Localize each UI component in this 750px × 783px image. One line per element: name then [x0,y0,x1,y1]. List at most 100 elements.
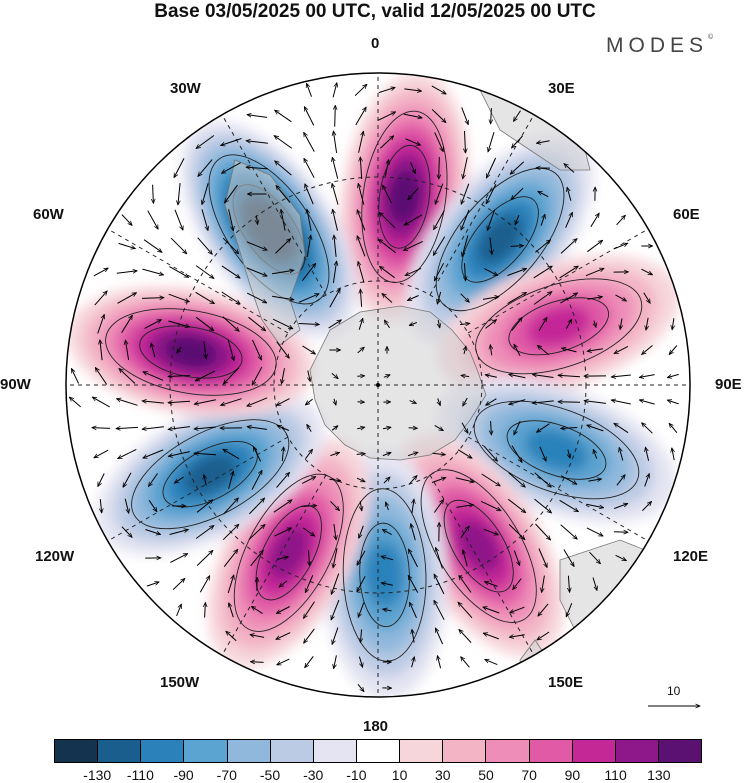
wind-vector [121,526,132,538]
wind-vector [356,454,366,455]
wind-vector [168,426,190,430]
wind-vector [383,477,390,484]
wind-vector [274,527,292,537]
wind-vector [360,157,361,180]
wind-vector [379,136,393,149]
wind-vector [168,320,189,327]
wind-vector [356,477,365,483]
wind-vector [358,131,364,153]
wind-vector [533,292,552,305]
lon-label-180: 180 [363,718,389,735]
lon-label-150e: 150E [548,674,584,691]
wind-vector [485,375,497,378]
wind-vector [409,401,417,404]
wind-vector [384,160,388,177]
wind-vector [537,345,550,356]
wind-vector [333,209,338,231]
wind-vector [558,375,581,377]
wind-vector [143,449,164,458]
wind-vector [298,324,320,325]
wind-vector [644,474,650,487]
wind-vector [360,629,361,642]
wind-vector [461,657,470,668]
wind-vector [169,266,188,278]
colorbar-tick-label: 50 [478,767,494,783]
wind-vector [565,212,573,228]
wind-vector [409,323,417,326]
wind-vector [587,425,604,432]
wind-vector [434,628,444,645]
anomaly-lobe [438,255,680,398]
wind-vector [672,318,674,330]
wind-vector [331,426,338,431]
wind-vector [227,339,234,360]
wind-vector [614,504,628,509]
wind-vector [437,291,442,304]
wind-vector [560,524,578,539]
wind-vector [170,237,187,254]
wind-vector [223,449,240,460]
map-border [65,72,691,698]
wind-vector [199,576,209,593]
wind-vector [246,167,269,169]
wind-vector [168,376,191,377]
wind-vector [412,499,414,513]
wind-vector [590,213,599,228]
wind-vector [276,606,290,614]
wind-vector [357,210,366,231]
brand-logo: MODES© [606,34,713,58]
graticule [66,73,690,697]
wind-vector [97,473,105,487]
colorbar-segment [140,740,184,762]
wind-vector [334,524,336,540]
wind-vector [645,447,650,461]
colorbar-tick-label: -50 [259,767,281,783]
wind-vector [174,476,184,483]
wind-vector [304,601,315,619]
wind-vector [334,235,336,257]
wind-vector [246,241,267,250]
wind-vector [177,346,182,353]
wind-vector [227,575,234,594]
wind-vector [463,397,468,406]
wind-vector [222,316,239,332]
wind-vector [508,524,525,539]
wind-vector [117,399,138,406]
wind-vector [412,629,414,643]
wind-vector [510,161,525,174]
wind-vector [276,341,290,359]
wind-vector [173,158,185,177]
wind-vector [585,268,604,277]
wind-vector [378,87,395,94]
wind-vector [97,315,105,334]
wind-vector [151,343,156,358]
wind-vector [144,319,162,329]
wind-vector [614,345,629,355]
wind-vector [358,602,365,618]
wind-vector [438,319,440,328]
wind-vector [672,448,674,461]
wind-vector [309,550,310,565]
wind-vector [611,375,631,377]
wind-vector [667,400,679,405]
wind-vector [169,530,189,535]
wind-vector [221,162,241,174]
wind-vector [358,183,365,205]
wind-vector [584,401,606,404]
wind-vector [194,427,217,429]
wind-vector [141,298,164,299]
wind-vector [222,524,239,541]
wind-vector [146,582,159,587]
wind-vector [273,500,292,513]
wind-vector [382,529,392,536]
wind-vector [538,603,549,616]
wind-vector [437,656,442,669]
wind-vector [458,602,473,619]
wind-vector [357,550,366,566]
wind-vector [95,368,108,385]
wind-vector [465,130,466,153]
wind-vector [542,575,545,593]
wind-vector [123,472,132,488]
wind-vector [229,603,234,618]
wind-vector [92,428,111,429]
